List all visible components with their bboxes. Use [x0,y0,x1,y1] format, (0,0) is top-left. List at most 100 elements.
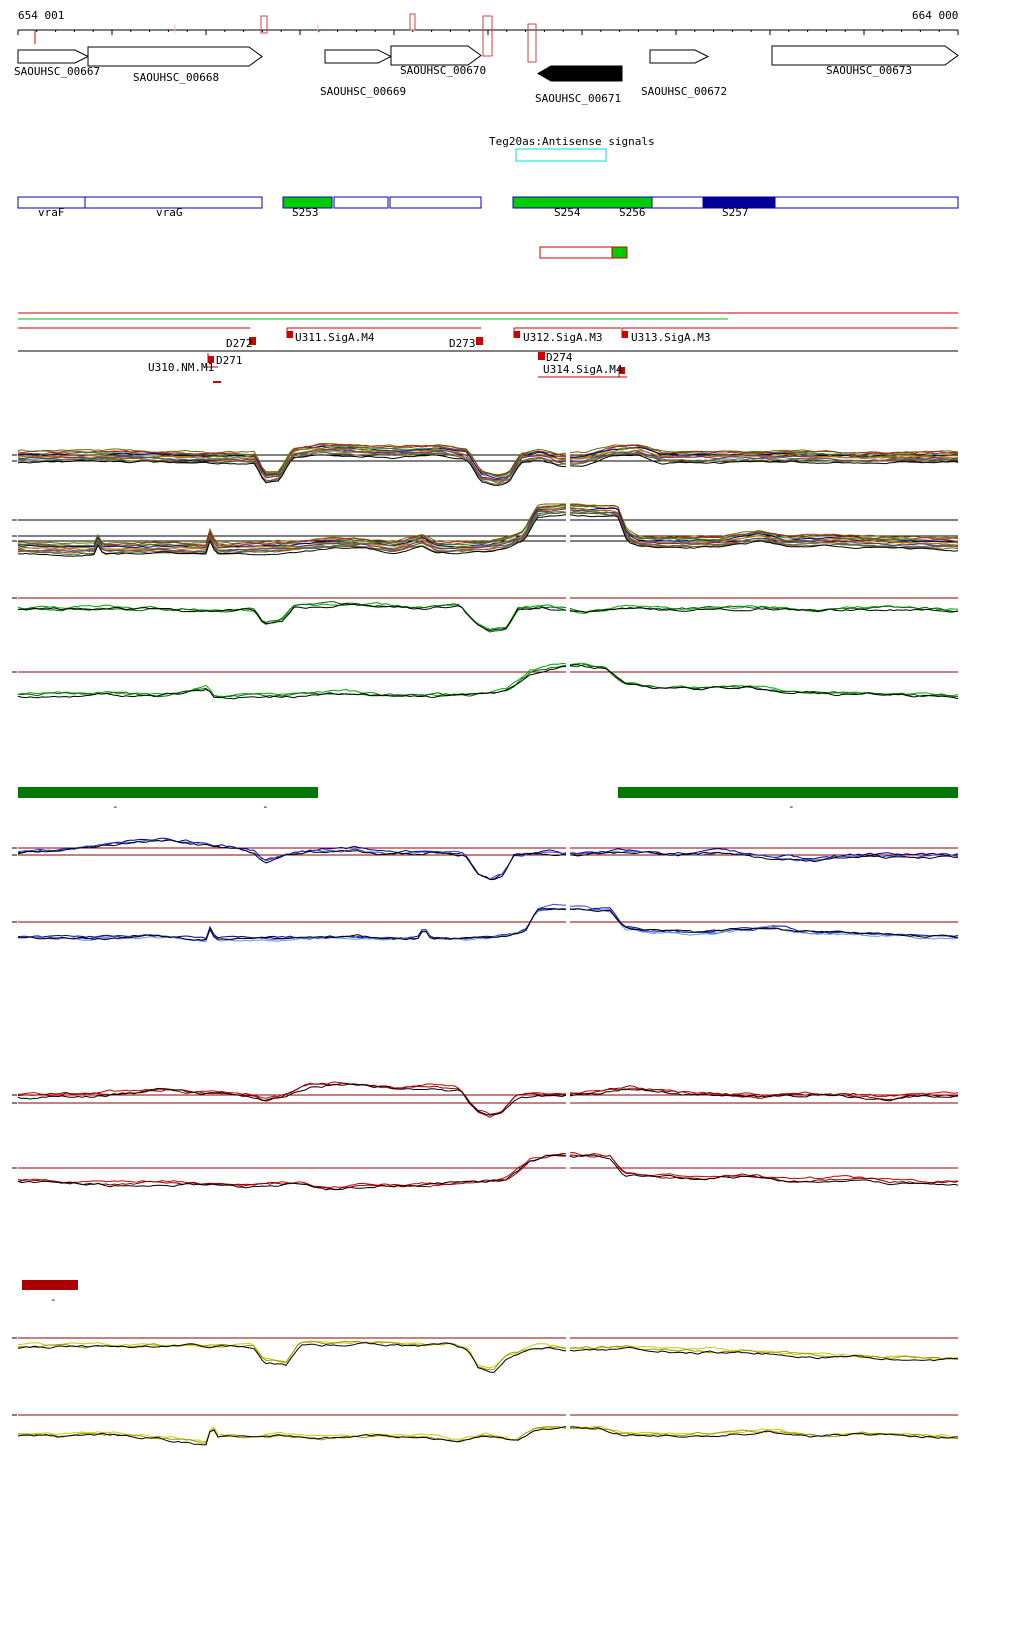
gene-arrow-SAOUHSC_00671[interactable] [536,65,623,82]
antisense-track-label: Teg20as:Antisense signals [489,135,655,148]
signal-trace-red-upper [17,1083,959,1116]
contig-gap [566,585,570,645]
tss-marker-square [538,352,545,360]
ruler-marker-box [527,23,537,63]
signal-trace-all-samples-upper [17,445,959,478]
tss-unit-label-D272: D272 [226,337,253,350]
segment-label-vraG: vraG [156,206,183,219]
gene-arrow-SAOUHSC_00670[interactable] [390,45,482,66]
signal-trace-red-lower [17,1154,959,1190]
darkred-region-bar[interactable] [22,1280,78,1290]
contig-gap [566,1323,570,1385]
signal-trace-all-samples-upper [17,454,959,486]
signal-trace-yellow-upper [17,1340,959,1369]
signal-trace-all-samples-upper [17,442,959,476]
signal-trace-yellow-upper [17,1342,959,1373]
signal-trace-all-samples-upper [17,451,959,485]
signal-trace-red-upper [17,1082,959,1118]
signal-trace-all-samples-upper [17,450,959,484]
signal-trace-red-upper [17,1081,959,1115]
contig-gap [566,1068,570,1130]
contig-gap [566,898,570,965]
signal-trace-green-upper [17,602,959,630]
signal-trace-yellow-lower [17,1425,959,1443]
gene-label-SAOUHSC_00672: SAOUHSC_00672 [641,85,727,98]
segment-box[interactable] [282,196,333,209]
gene-label-SAOUHSC_00667: SAOUHSC_00667 [14,65,100,78]
segment-box[interactable] [333,196,389,209]
tss-flag [208,356,214,363]
green-region-bar[interactable] [618,787,958,798]
tss-unit-label-D271: D271 [216,354,243,367]
signal-trace-all-samples-upper [17,445,959,480]
signal-trace-green-upper [17,603,959,632]
signal-trace-green-upper [17,601,959,633]
segment-label-vraF: vraF [38,206,65,219]
ruler-start-label: 654 001 [18,9,65,22]
signal-trace-all-samples-lower [17,511,959,555]
signal-trace-blue-lower [17,907,959,943]
darkred-region-strand-minus: - [50,1293,57,1306]
tss-flag [622,331,628,338]
signal-trace-red-lower [17,1154,959,1191]
green-region-strand-minus: - [112,800,119,813]
gene-label-SAOUHSC_00671: SAOUHSC_00671 [535,92,621,105]
tss-unit-label-U314.SigA.M4: U314.SigA.M4 [543,363,623,376]
tss-marker-square [476,337,483,345]
gene-arrow-SAOUHSC_00673[interactable] [771,45,959,66]
signal-trace-all-samples-lower [17,503,959,547]
contig-gap [566,503,570,568]
tss-unit-label-D273: D273 [449,337,476,350]
segment-box[interactable] [702,196,776,209]
signal-trace-all-samples-lower [17,507,959,549]
gene-label-SAOUHSC_00668: SAOUHSC_00668 [133,71,219,84]
signal-trace-all-samples-lower [17,504,959,548]
signal-trace-blue-upper [17,839,959,881]
contig-gap [566,1398,570,1465]
tss-flag [619,367,625,374]
signal-trace-all-samples-lower [17,514,959,557]
ruler-marker-box [260,15,268,34]
tss-flag [287,331,293,338]
signal-trace-all-samples-lower [17,508,959,553]
contig-gap [566,822,570,894]
segment-label-S253: S253 [292,206,319,219]
signal-trace-yellow-lower [17,1426,959,1444]
tss-flag [514,331,520,338]
antisense-signal-box[interactable] [515,148,607,162]
green-region-strand-minus: - [788,800,795,813]
tss-unit-label-U312.SigA.M3: U312.SigA.M3 [523,331,602,344]
contig-gap [566,437,570,497]
ruler-end-label: 664 000 [912,9,959,22]
green-region-strand-minus: - [262,800,269,813]
green-region-bar[interactable] [18,787,318,798]
gene-arrow-SAOUHSC_00668[interactable] [87,46,263,67]
gene-arrow-SAOUHSC_00672[interactable] [649,49,710,64]
segment-label-S254: S254 [554,206,581,219]
contig-gap [566,653,570,725]
gene-arrow-SAOUHSC_00669[interactable] [324,49,393,64]
highlight-box-green-end [611,246,628,259]
tss-unit-label-U310.NM.M1: U310.NM.M1 [148,361,214,374]
segment-box[interactable] [651,196,959,209]
ruler-marker-box [409,13,416,31]
ruler-marker-box [482,15,493,57]
signal-trace-all-samples-upper [17,449,959,481]
signal-trace-yellow-upper [17,1340,959,1371]
gene-arrow-SAOUHSC_00667[interactable] [17,49,90,64]
segment-box[interactable] [389,196,482,209]
signal-trace-blue-upper [17,837,959,880]
signal-trace-yellow-lower [17,1426,958,1446]
segment-label-S256: S256 [619,206,646,219]
tss-marker-square [249,337,256,345]
tss-unit-label-U311.SigA.M4: U311.SigA.M4 [295,331,375,344]
segment-box[interactable] [84,196,263,209]
segment-label-S257: S257 [722,206,749,219]
contig-gap [566,1143,570,1210]
tss-unit-label-U313.SigA.M3: U313.SigA.M3 [631,331,710,344]
gene-label-SAOUHSC_00670: SAOUHSC_00670 [400,64,486,77]
signal-trace-blue-upper [17,838,959,880]
signal-trace-all-samples-lower [17,511,959,555]
